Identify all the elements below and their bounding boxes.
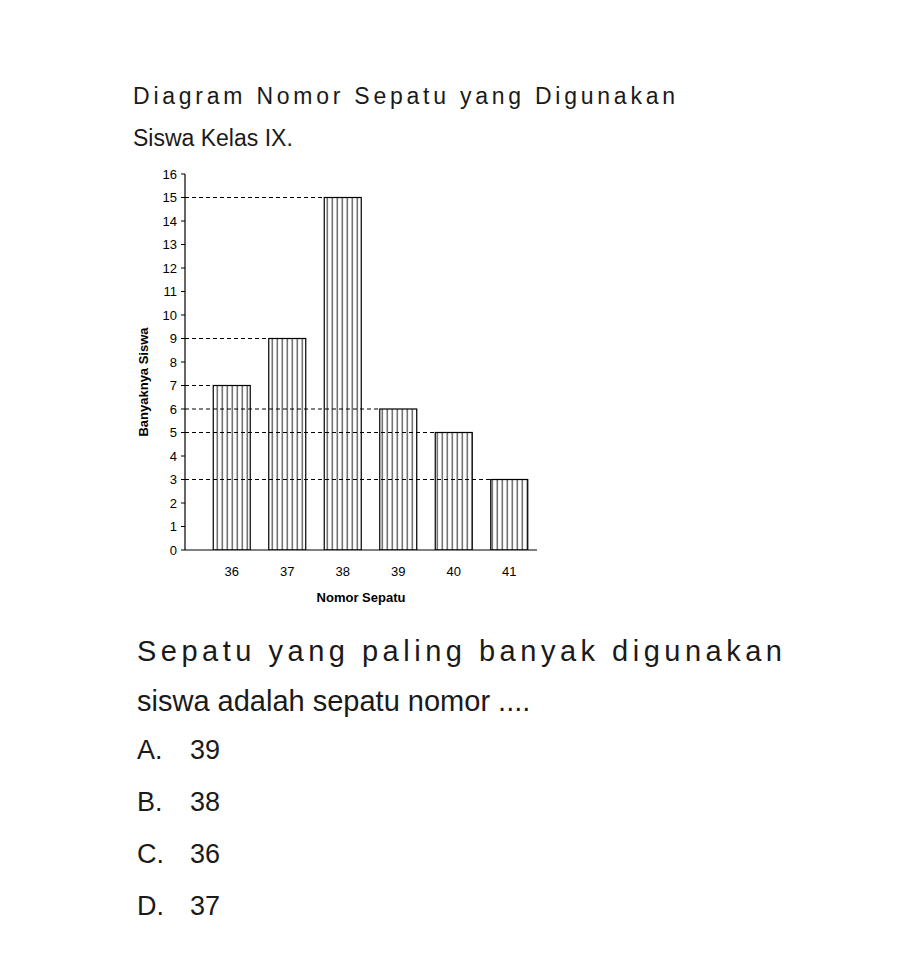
y-tick-label: 13 — [163, 237, 177, 252]
x-tick-label: 37 — [280, 564, 294, 579]
bar — [269, 339, 306, 551]
bar — [213, 386, 250, 551]
y-tick-label: 2 — [170, 496, 177, 511]
option-label: B. — [137, 787, 163, 817]
y-axis-title: Banyaknya Siswa — [136, 327, 151, 437]
question-text: siswa adalah sepatu nomor .... — [137, 685, 530, 717]
question-text: Sepatu yang paling banyak digunakan — [137, 635, 782, 667]
bar — [324, 198, 361, 551]
option-label: C. — [137, 839, 164, 869]
chart-title: Siswa Kelas IX. — [133, 125, 293, 151]
bars — [185, 198, 528, 551]
y-axis — [184, 174, 185, 550]
guide-line — [185, 197, 324, 198]
option-label: A. — [137, 735, 163, 765]
bar — [491, 480, 528, 551]
page: Diagram Nomor Sepatu yang Digunakan Siswa… — [0, 0, 902, 957]
x-tick-label: 38 — [336, 564, 350, 579]
y-tick-label: 15 — [163, 190, 177, 205]
option-value: 39 — [190, 735, 220, 765]
guide-line — [185, 432, 435, 433]
y-tick-label: 1 — [170, 519, 177, 534]
y-tick-label: 4 — [170, 449, 177, 464]
y-tick-label: 14 — [163, 214, 177, 229]
y-tick-label: 12 — [163, 261, 177, 276]
guide-line — [185, 338, 269, 339]
y-tick-label: 11 — [164, 284, 178, 299]
x-axis-title: Nomor Sepatu — [317, 590, 406, 605]
y-tick-label: 8 — [170, 355, 177, 370]
chart-title: Diagram Nomor Sepatu yang Digunakan — [133, 83, 675, 109]
guide-line — [185, 479, 491, 480]
y-tick-label: 9 — [170, 331, 177, 346]
x-axis — [185, 549, 537, 550]
x-tick-label: 41 — [502, 564, 516, 579]
y-tick-label: 6 — [170, 402, 177, 417]
y-tick-label: 7 — [170, 378, 177, 393]
option-label: D. — [137, 891, 164, 921]
x-tick-label: 39 — [391, 564, 405, 579]
x-tick-label: 40 — [447, 564, 461, 579]
y-tick-label: 0 — [170, 543, 177, 558]
y-tick-label: 5 — [170, 425, 177, 440]
option-value: 36 — [190, 839, 220, 869]
y-tick-label: 16 — [163, 167, 177, 182]
x-tick-label: 36 — [225, 564, 239, 579]
option-value: 38 — [190, 787, 220, 817]
guide-line — [185, 385, 213, 386]
y-tick-label: 10 — [163, 308, 177, 323]
guide-line — [185, 408, 380, 409]
y-tick-label: 3 — [170, 472, 177, 487]
bar — [435, 433, 472, 551]
option-value: 37 — [190, 891, 220, 921]
